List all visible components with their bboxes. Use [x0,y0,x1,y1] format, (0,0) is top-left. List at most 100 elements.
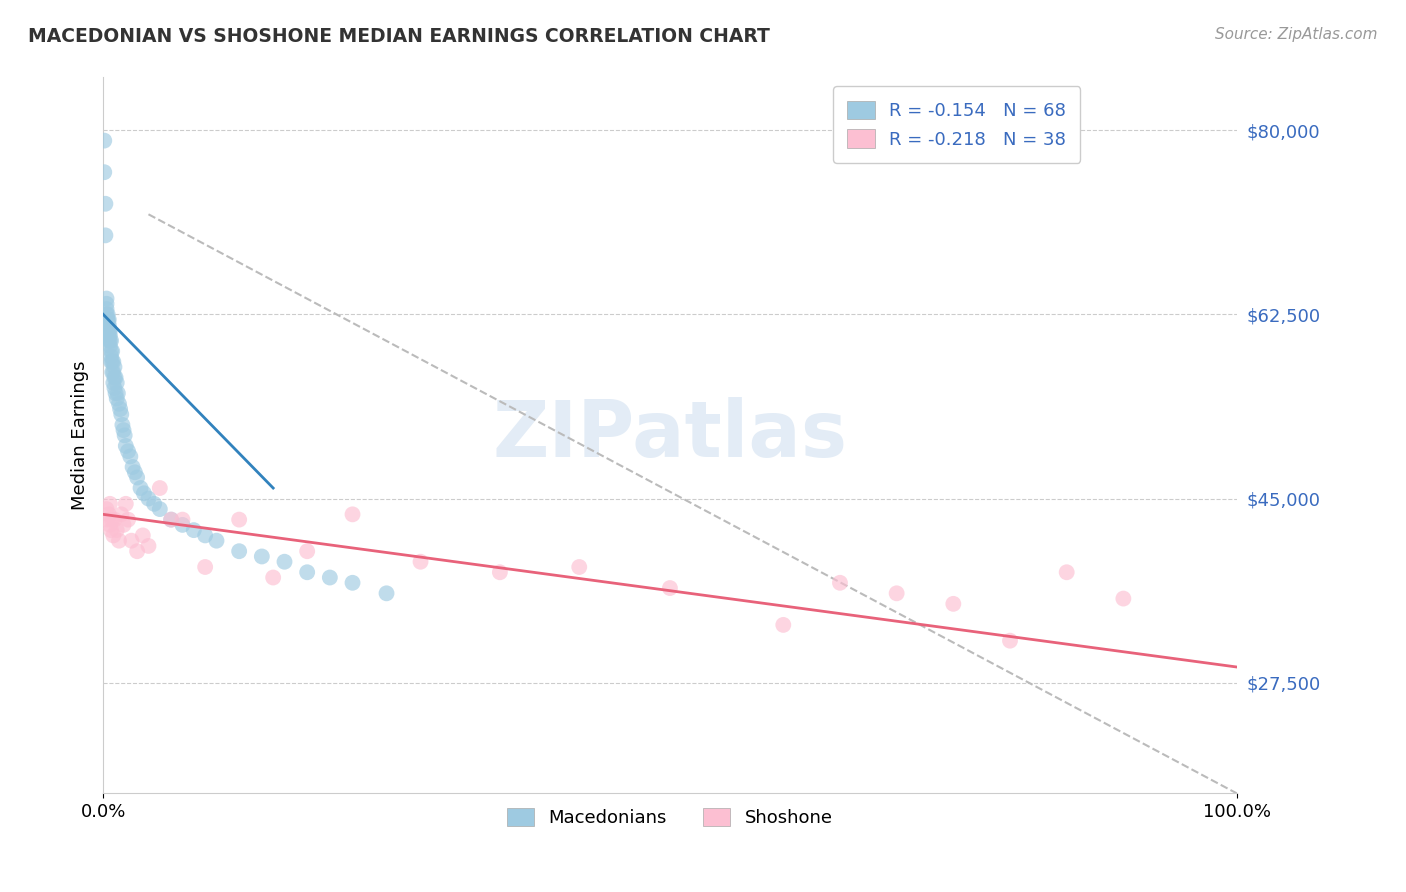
Point [103,365,125,379]
Point [103,381,125,395]
Point [658,581,681,595]
Point [97,312,120,326]
Text: Source: ZipAtlas.com: Source: ZipAtlas.com [1215,27,1378,42]
Point [295,544,318,558]
Text: MACEDONIAN VS SHOSHONE MEDIAN EARNINGS CORRELATION CHART: MACEDONIAN VS SHOSHONE MEDIAN EARNINGS C… [28,27,770,45]
Point [1056,566,1078,580]
Legend: Macedonians, Shoshone: Macedonians, Shoshone [501,801,839,834]
Point [132,486,155,500]
Point [262,570,284,584]
Point [97,513,120,527]
Point [132,528,155,542]
Point [172,517,194,532]
Point [101,513,124,527]
Point [104,370,127,384]
Point [228,544,250,558]
Point [97,318,120,332]
Point [342,575,364,590]
Point [105,523,128,537]
Point [96,297,118,311]
Point [105,392,128,406]
Point [103,359,125,374]
Point [998,633,1021,648]
Point [143,497,166,511]
Point [273,555,295,569]
Point [129,481,152,495]
Point [828,575,851,590]
Point [97,334,120,348]
Point [97,312,120,326]
Point [96,307,118,321]
Point [97,312,120,326]
Point [568,560,591,574]
Point [228,513,250,527]
Point [108,402,131,417]
Point [98,339,121,353]
Point [93,134,115,148]
Point [94,196,117,211]
Point [295,566,318,580]
Point [886,586,908,600]
Point [100,344,122,359]
Point [112,517,135,532]
Point [114,428,136,442]
Point [103,376,125,390]
Point [100,354,122,368]
Point [101,344,124,359]
Point [110,408,132,422]
Point [342,508,364,522]
Point [94,228,117,243]
Point [194,560,217,574]
Point [93,165,115,179]
Point [127,544,149,558]
Point [100,350,122,364]
Y-axis label: Median Earnings: Median Earnings [72,360,89,510]
Point [1112,591,1135,606]
Point [98,328,121,343]
Point [183,523,205,537]
Point [97,328,120,343]
Point [772,618,794,632]
Point [160,513,183,527]
Point [108,397,131,411]
Point [98,334,121,348]
Point [194,528,217,542]
Point [96,292,118,306]
Point [121,533,143,548]
Point [149,502,172,516]
Point [101,354,124,368]
Point [105,376,128,390]
Point [103,354,125,368]
Point [138,539,160,553]
Point [114,439,136,453]
Point [117,513,139,527]
Point [103,370,125,384]
Point [103,528,125,542]
Point [375,586,398,600]
Point [124,465,146,479]
Point [98,323,121,337]
Point [98,497,121,511]
Point [172,513,194,527]
Point [100,523,122,537]
Point [110,508,132,522]
Point [160,513,183,527]
Point [107,386,129,401]
Point [97,508,120,522]
Point [112,423,135,437]
Point [127,470,149,484]
Point [108,533,131,548]
Point [103,513,125,527]
Point [111,417,134,432]
Point [205,533,228,548]
Point [942,597,965,611]
Point [101,365,124,379]
Point [250,549,273,564]
Point [97,318,120,332]
Point [96,502,118,516]
Text: ZIPatlas: ZIPatlas [492,398,848,474]
Point [319,570,342,584]
Point [98,517,121,532]
Point [121,460,143,475]
Point [489,566,512,580]
